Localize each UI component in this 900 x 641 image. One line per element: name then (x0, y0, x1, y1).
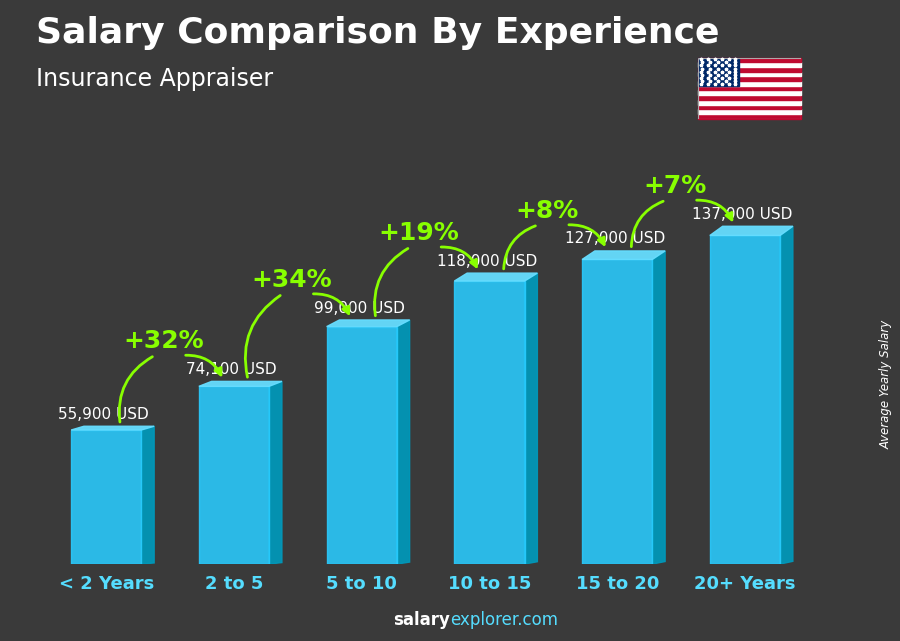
Bar (698, 104, 801, 109)
Text: Average Yearly Salary: Average Yearly Salary (880, 320, 893, 449)
Polygon shape (780, 226, 793, 564)
Polygon shape (652, 251, 665, 564)
Text: +19%: +19% (379, 221, 460, 246)
Bar (698, 86, 801, 90)
Polygon shape (582, 260, 652, 564)
Text: +32%: +32% (123, 329, 204, 353)
Polygon shape (199, 381, 282, 387)
Polygon shape (710, 235, 780, 564)
Text: 118,000 USD: 118,000 USD (436, 254, 537, 269)
Text: 127,000 USD: 127,000 USD (564, 231, 665, 247)
Polygon shape (454, 281, 525, 564)
Polygon shape (327, 327, 397, 564)
Text: 74,100 USD: 74,100 USD (186, 362, 277, 377)
Polygon shape (397, 320, 410, 564)
Text: +34%: +34% (251, 268, 332, 292)
Bar (698, 76, 801, 81)
Polygon shape (269, 381, 282, 564)
Bar (698, 62, 801, 67)
Text: salary: salary (393, 612, 450, 629)
Polygon shape (454, 273, 537, 281)
Polygon shape (71, 430, 141, 564)
Bar (698, 58, 739, 86)
Bar (698, 90, 801, 95)
Text: +7%: +7% (644, 174, 706, 199)
Text: 137,000 USD: 137,000 USD (692, 207, 793, 222)
Polygon shape (199, 387, 269, 564)
Text: 99,000 USD: 99,000 USD (314, 301, 405, 315)
Polygon shape (327, 320, 410, 327)
Bar (698, 100, 801, 104)
Text: Insurance Appraiser: Insurance Appraiser (36, 67, 273, 91)
Bar (698, 67, 801, 72)
Polygon shape (71, 426, 154, 430)
Polygon shape (710, 226, 793, 235)
Polygon shape (582, 251, 665, 260)
Polygon shape (525, 273, 537, 564)
Bar (698, 81, 801, 86)
Bar (698, 109, 801, 114)
Text: explorer.com: explorer.com (450, 612, 558, 629)
Polygon shape (141, 426, 154, 564)
Bar (698, 95, 801, 100)
Text: 55,900 USD: 55,900 USD (58, 407, 149, 422)
Bar (698, 114, 801, 119)
Text: Salary Comparison By Experience: Salary Comparison By Experience (36, 16, 719, 50)
Bar (698, 72, 801, 76)
Text: +8%: +8% (516, 199, 579, 223)
Bar (698, 58, 801, 62)
